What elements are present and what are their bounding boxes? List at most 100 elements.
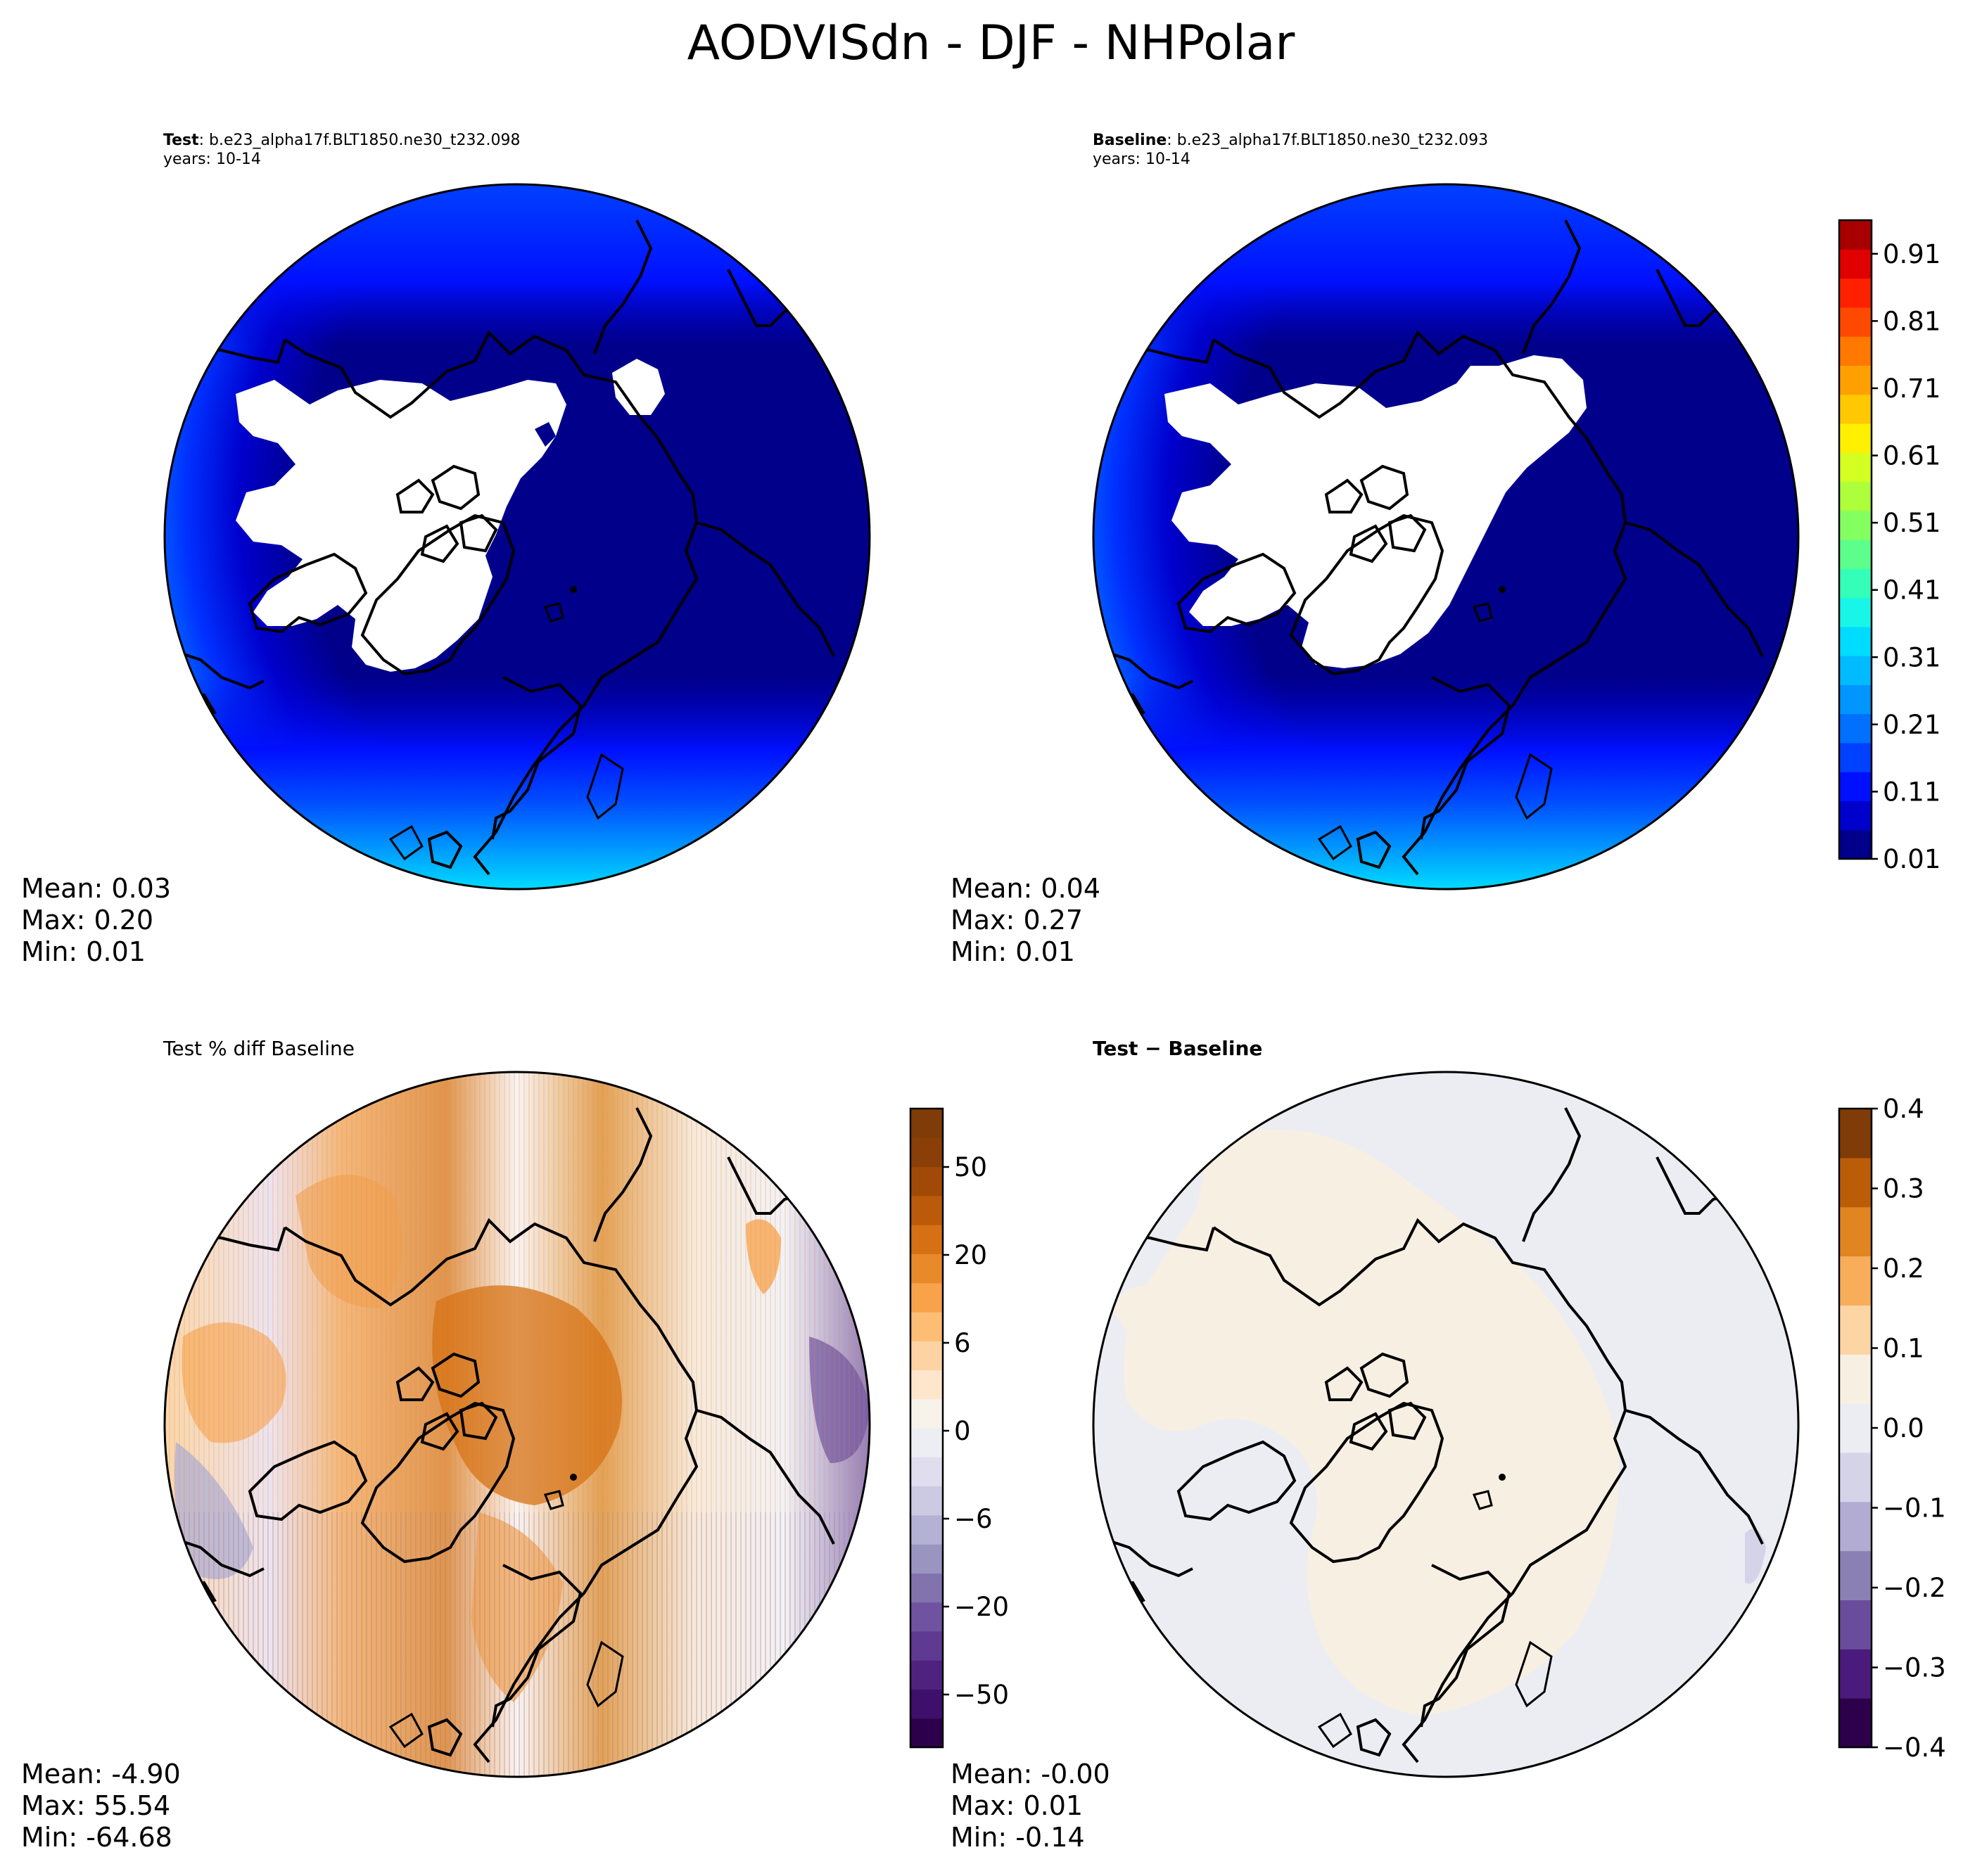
cb-pct-swatch	[910, 1195, 943, 1225]
cb-pct-swatch	[910, 1341, 943, 1371]
cb-top-swatch	[1839, 800, 1872, 831]
cb-top-tick-label: 0.11	[1883, 777, 1940, 807]
diff-map-frame	[1092, 1071, 1800, 1778]
cb-pct-swatch	[910, 1486, 943, 1516]
cb-diff-swatch	[1839, 1403, 1872, 1453]
cb-top-swatch	[1839, 713, 1872, 744]
baseline-colorbar: 0.01 0.11 0.21 0.31 0.41 0.51 0.61 0.71 0.81 0.91	[1838, 219, 1940, 874]
cb-diff-swatch	[1839, 1501, 1872, 1552]
cb-top-swatch	[1839, 597, 1872, 627]
cb-pct-tick-label: 6	[954, 1328, 971, 1358]
test-stats: Mean: 0.03 Max: 0.20 Min: 0.01	[21, 873, 171, 968]
cb-diff-swatch	[1839, 1649, 1872, 1699]
cb-top-frame	[1838, 219, 1873, 860]
pctdiff-panel-title: Test % diff Baseline	[163, 1037, 355, 1060]
cb-pct-swatch	[910, 1660, 943, 1690]
cb-diff-swatch	[1839, 1109, 1872, 1159]
baseline-label: Baseline	[1093, 132, 1167, 149]
cb-top-tick-label: 0.01	[1883, 844, 1940, 874]
diff-stats: Mean: -0.00 Max: 0.01 Min: -0.14	[951, 1759, 1110, 1853]
cb-top-swatch	[1839, 249, 1872, 279]
figure-title: AODVISdn - DJF - NHPolar	[687, 15, 1295, 71]
cb-top-swatch	[1839, 829, 1872, 860]
baseline-panel-title: Baseline: b.e23_alpha17f.BLT1850.ne30_t2…	[1093, 131, 1488, 169]
cb-pct-swatch	[910, 1689, 943, 1719]
test-max: Max: 0.20	[21, 905, 154, 936]
cb-pct-swatch	[910, 1398, 943, 1429]
cb-pct-swatch	[910, 1311, 943, 1341]
baseline-max: Max: 0.27	[951, 905, 1084, 936]
cb-diff-swatch	[1839, 1452, 1872, 1502]
cb-pct-swatch	[910, 1225, 943, 1254]
cb-top-tick-label: 0.31	[1883, 642, 1940, 672]
cb-top-swatch	[1839, 423, 1872, 453]
cb-top-swatch	[1839, 481, 1872, 511]
cb-pct-tick-label: 0	[954, 1416, 971, 1446]
cb-top-swatch	[1839, 742, 1872, 772]
test-map	[163, 183, 871, 891]
pctdiff-colorbar: 50 20 6 0 −6 −20 −50	[909, 1107, 1009, 1749]
baseline-case-name: : b.e23_alpha17f.BLT1850.ne30_t232.093	[1167, 132, 1489, 149]
baseline-stats: Mean: 0.04 Max: 0.27 Min: 0.01	[951, 873, 1100, 968]
cb-pct-swatch	[910, 1573, 943, 1603]
cb-diff-tick-label: 0.4	[1883, 1094, 1924, 1124]
cb-top-swatch	[1839, 540, 1872, 569]
cb-top-tick-label: 0.51	[1883, 508, 1940, 538]
diff-max: Max: 0.01	[951, 1790, 1084, 1821]
cb-top-swatch	[1839, 626, 1872, 656]
test-missing-region	[236, 380, 566, 672]
cb-diff-tick-label: 0.2	[1883, 1253, 1924, 1284]
cb-pct-swatch	[910, 1602, 943, 1632]
cb-top-tick-label: 0.91	[1883, 239, 1940, 269]
cb-top-swatch	[1839, 510, 1872, 540]
cb-top-swatch	[1839, 684, 1872, 715]
pctdiff-map-frame	[163, 1071, 871, 1778]
diff-mean: Mean: -0.00	[951, 1759, 1110, 1789]
cb-diff-tick-label: 0.0	[1883, 1413, 1924, 1443]
diff-min: Min: -0.14	[951, 1822, 1085, 1853]
cb-pct-swatch	[910, 1282, 943, 1313]
pctdiff-stats: Mean: -4.90 Max: 55.54 Min: -64.68	[21, 1759, 181, 1853]
baseline-min: Min: 0.01	[951, 936, 1075, 967]
diff-map	[1092, 1071, 1800, 1778]
cb-top-tick-label: 0.71	[1883, 374, 1940, 404]
cb-pct-tick-label: −50	[954, 1680, 1009, 1710]
diff-colorbar: 0.4 0.3 0.2 0.1 0.0 −0.1 −0.2 −0.3 −0.4	[1838, 1094, 1946, 1763]
cb-diff-swatch	[1839, 1305, 1872, 1355]
cb-diff-swatch	[1839, 1354, 1872, 1404]
cb-diff-tick-label: −0.1	[1883, 1493, 1946, 1524]
cb-pct-swatch	[910, 1631, 943, 1661]
baseline-map	[1092, 183, 1800, 891]
test-mean: Mean: 0.03	[21, 873, 172, 904]
cb-top-tick-label: 0.21	[1883, 710, 1940, 740]
test-panel-title: Test: b.e23_alpha17f.BLT1850.ne30_t232.0…	[163, 131, 520, 169]
cb-top-swatch	[1839, 452, 1872, 483]
cb-pct-frame	[909, 1107, 944, 1749]
pctdiff-mean: Mean: -4.90	[21, 1759, 181, 1789]
cb-diff-tick-label: 0.1	[1883, 1334, 1924, 1364]
cb-pct-tick-label: 20	[954, 1240, 987, 1270]
cb-pct-tick-label: −20	[954, 1592, 1009, 1622]
test-min: Min: 0.01	[21, 936, 146, 967]
cb-pct-swatch	[910, 1457, 943, 1487]
pctdiff-min: Min: -64.68	[21, 1822, 172, 1853]
cb-pct-swatch	[910, 1166, 943, 1197]
cb-top-swatch	[1839, 307, 1872, 337]
cb-diff-swatch	[1839, 1550, 1872, 1601]
cb-top-swatch	[1839, 365, 1872, 395]
test-label: Test	[163, 132, 199, 149]
baseline-years: years: 10-14	[1093, 151, 1190, 168]
cb-pct-swatch	[910, 1109, 943, 1138]
cb-pct-tick-label: 50	[954, 1152, 987, 1182]
baseline-mean: Mean: 0.04	[951, 873, 1101, 904]
diff-panel-title: Test − Baseline	[1093, 1037, 1263, 1060]
cb-top-tick-label: 0.41	[1883, 575, 1940, 606]
cb-top-tick-label: 0.81	[1883, 306, 1940, 336]
pctdiff-max: Max: 55.54	[21, 1790, 171, 1821]
cb-pct-swatch	[910, 1253, 943, 1284]
cb-diff-swatch	[1839, 1698, 1872, 1748]
cb-diff-tick-label: −0.4	[1883, 1733, 1946, 1763]
cb-pct-swatch	[910, 1718, 943, 1748]
cb-top-swatch	[1839, 656, 1872, 685]
